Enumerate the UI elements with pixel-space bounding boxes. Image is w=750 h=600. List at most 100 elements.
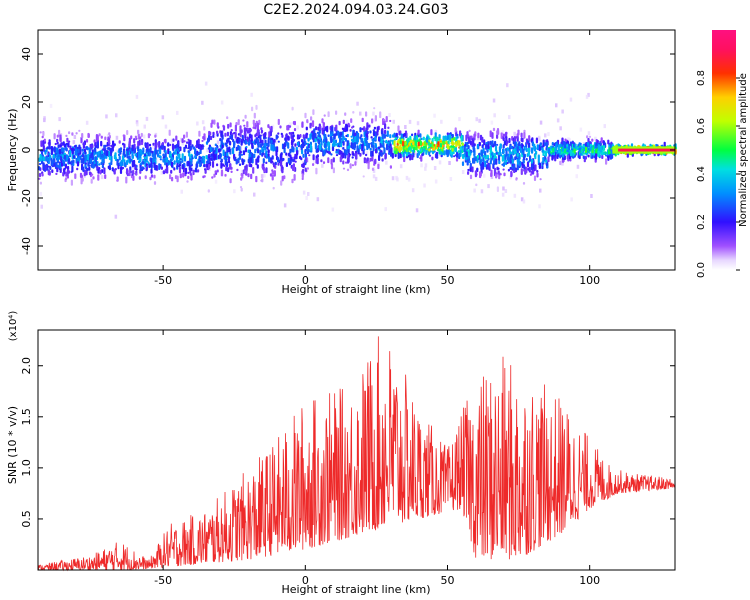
spectrogram-cell: [551, 154, 554, 161]
spectrogram-cell: [459, 144, 462, 147]
spectrogram-cell: [564, 147, 567, 154]
spectrogram-cell: [128, 140, 131, 147]
spectrogram-cell: [152, 145, 155, 150]
spectrogram-cell: [241, 158, 244, 163]
spectrogram-cell: [196, 121, 199, 126]
spectrogram-cell: [226, 161, 229, 168]
spectrogram-cell: [513, 131, 516, 136]
spectrogram-cell: [150, 163, 153, 168]
spectrogram-cell: [206, 160, 209, 164]
spectrogram-cell: [183, 140, 186, 143]
spectrogram-cell: [229, 135, 232, 140]
spectrogram-cell: [569, 159, 572, 162]
spectrogram-cell: [405, 175, 409, 180]
spectrogram-cell: [400, 133, 403, 139]
spectrogram-cell: [271, 174, 274, 181]
spectrogram-cell: [146, 160, 149, 163]
spectrogram-cell: [490, 169, 493, 177]
spectrogram-cell: [508, 137, 511, 143]
snr-marks: [37, 336, 676, 572]
spectrogram-cell: [469, 174, 473, 180]
spectrogram-cell: [330, 136, 333, 144]
spectrogram-cell: [83, 142, 86, 147]
spectrogram-cell: [653, 153, 656, 157]
spectrogram-cell: [233, 189, 236, 194]
spectrogram-cell: [240, 187, 243, 192]
spectrogram-cell: [161, 115, 165, 120]
spectrogram-cell: [47, 165, 50, 168]
spectrogram-cell: [99, 169, 102, 175]
spectrogram-cell: [277, 140, 280, 143]
spectrogram-cell: [94, 141, 97, 147]
spectrogram-cell: [515, 178, 518, 181]
spectrogram-cell: [461, 145, 465, 148]
spectrogram-cell: [38, 157, 41, 162]
spectrogram-cell: [270, 143, 273, 151]
spectrogram-cell: [571, 141, 574, 144]
spectrogram-cell: [339, 131, 342, 135]
spectrogram-cell: [578, 155, 581, 160]
spectrogram-cell: [371, 118, 374, 124]
spectrogram-cell: [394, 137, 397, 140]
spectrogram-cell: [309, 122, 312, 129]
spectrogram-cell: [182, 172, 185, 178]
spectrogram-cell: [370, 150, 373, 157]
spectrogram-cell: [240, 177, 243, 181]
spectrogram-cell: [190, 174, 193, 181]
spectrogram-cell: [419, 140, 422, 146]
spectrogram-cell: [541, 145, 544, 148]
spectrogram-cell: [523, 129, 526, 133]
spectrogram-cell: [302, 153, 305, 158]
spectrogram-cell: [579, 147, 582, 150]
spectrogram-marks: [38, 81, 677, 219]
spectrogram-cell: [252, 167, 255, 174]
spectrogram-cell: [391, 139, 394, 142]
spectrogram-cell: [534, 153, 537, 160]
spectrogram-cell: [360, 134, 363, 138]
spectrogram-cell: [469, 151, 472, 154]
spectrogram-cell: [513, 163, 516, 171]
spectrogram-cell: [527, 147, 531, 155]
spectrogram-cell: [380, 139, 384, 144]
spectrogram-cell: [167, 148, 170, 155]
spectrogram-cell: [73, 155, 76, 159]
spectrogram-cell: [291, 106, 294, 111]
spectrogram-cell: [407, 137, 410, 143]
spectrogram-cell: [590, 194, 593, 198]
spectrogram-cell: [584, 155, 587, 160]
spectrogram-cell: [68, 140, 71, 143]
spectrogram-cell: [520, 197, 524, 202]
spectrogram-cell: [455, 141, 458, 148]
spectrogram-cell: [542, 157, 545, 164]
spectrogram-band-core: [618, 148, 675, 152]
snr-y-ticks: 0.5 1.0 1.5 2.0: [20, 357, 675, 528]
spectrogram-cell: [393, 132, 396, 138]
spectrogram-cell: [569, 141, 573, 146]
spectrogram-cell: [459, 150, 462, 157]
spectrogram-cell: [43, 138, 46, 142]
spectrogram-cell: [421, 153, 424, 156]
spectrogram-cell: [547, 132, 550, 137]
spectrogram-cell: [142, 134, 146, 139]
spectrogram-cell: [98, 163, 101, 166]
spectrogram-cell: [378, 152, 381, 156]
spectrogram-cell: [475, 183, 478, 187]
spectrogram-cell: [364, 137, 368, 143]
spectrogram-cell: [525, 158, 528, 161]
spectrogram-cell: [263, 173, 266, 178]
spectrogram-cell: [379, 111, 382, 119]
spectrogram-cell: [583, 147, 586, 152]
spectrogram-cell: [496, 134, 499, 139]
spectrogram-cell: [159, 158, 162, 161]
spectrogram-cell: [120, 161, 123, 167]
spectrogram-cell: [262, 133, 265, 137]
spectrogram-cell: [425, 149, 428, 155]
spectrogram-cell: [502, 137, 505, 141]
spectrogram-cell: [459, 130, 462, 137]
spectrogram-cell: [67, 159, 70, 164]
spectrogram-cell: [277, 118, 280, 125]
spectrogram-cell: [510, 154, 513, 159]
spectrogram-cell: [202, 155, 205, 159]
spectrogram-cell: [296, 141, 299, 146]
spectrogram-cell: [410, 139, 413, 144]
